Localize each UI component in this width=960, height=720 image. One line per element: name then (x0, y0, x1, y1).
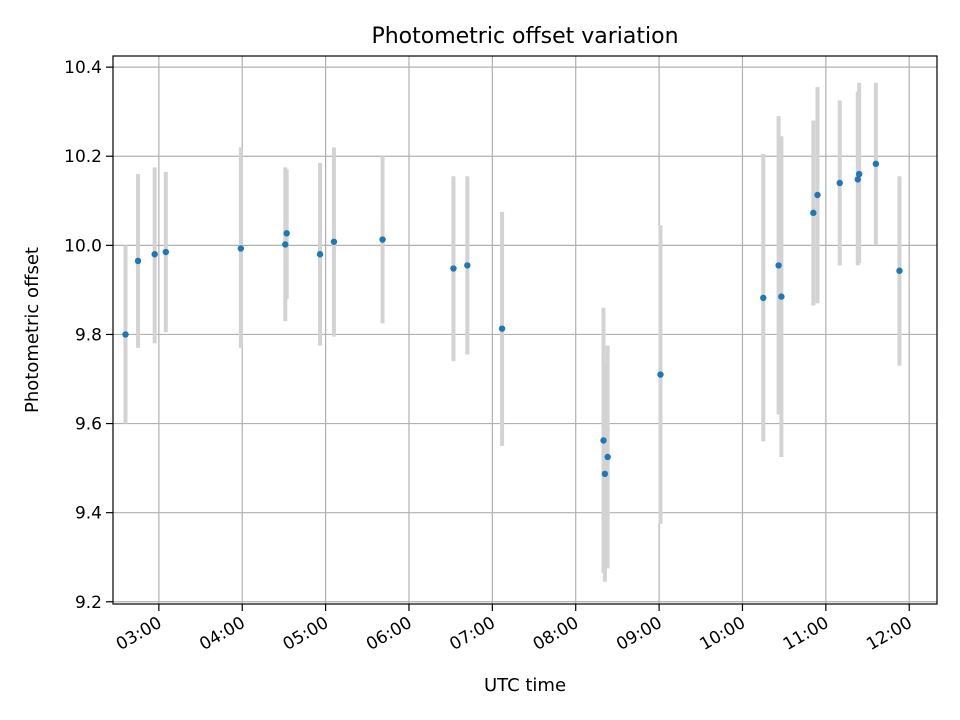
data-point (775, 262, 782, 269)
data-point (601, 470, 609, 478)
y-tick-label: 9.6 (75, 415, 102, 435)
data-point (162, 248, 170, 256)
y-axis-label: Photometric offset (22, 247, 43, 413)
data-point (282, 241, 289, 248)
plot-frame (112, 55, 938, 605)
data-point (855, 170, 863, 178)
data-point (836, 179, 843, 187)
data-point (814, 191, 821, 199)
y-tick-label: 10.2 (64, 147, 102, 167)
data-point (283, 230, 290, 237)
grid (113, 56, 937, 604)
data-point (498, 325, 506, 332)
y-tick-label: 10.0 (64, 236, 102, 256)
x-axis-label: UTC time (484, 675, 566, 696)
data-point (854, 176, 861, 183)
data-point (778, 293, 785, 300)
y-axis: 9.2 9.4 9.6 9.8 10.0 10.2 10.4 (64, 58, 113, 613)
y-tick-label: 9.8 (75, 325, 102, 345)
data-point (600, 437, 607, 444)
data-point (896, 267, 903, 274)
data-point (316, 251, 324, 258)
chart-title: Photometric offset variation (371, 24, 678, 49)
data-point (604, 453, 611, 461)
data-points (122, 160, 903, 478)
y-tick-label: 9.4 (75, 504, 102, 524)
data-point (330, 238, 338, 245)
y-tick-label: 10.4 (64, 58, 102, 78)
data-point (810, 209, 817, 217)
data-point (379, 236, 386, 243)
data-point (122, 331, 129, 338)
data-point (657, 371, 664, 378)
data-point (151, 251, 158, 258)
data-point (872, 160, 880, 168)
data-point (760, 294, 767, 302)
y-tick-label: 9.2 (75, 593, 102, 613)
data-point (237, 245, 245, 252)
data-point (450, 265, 457, 272)
data-point (464, 262, 471, 269)
data-point (134, 257, 142, 265)
